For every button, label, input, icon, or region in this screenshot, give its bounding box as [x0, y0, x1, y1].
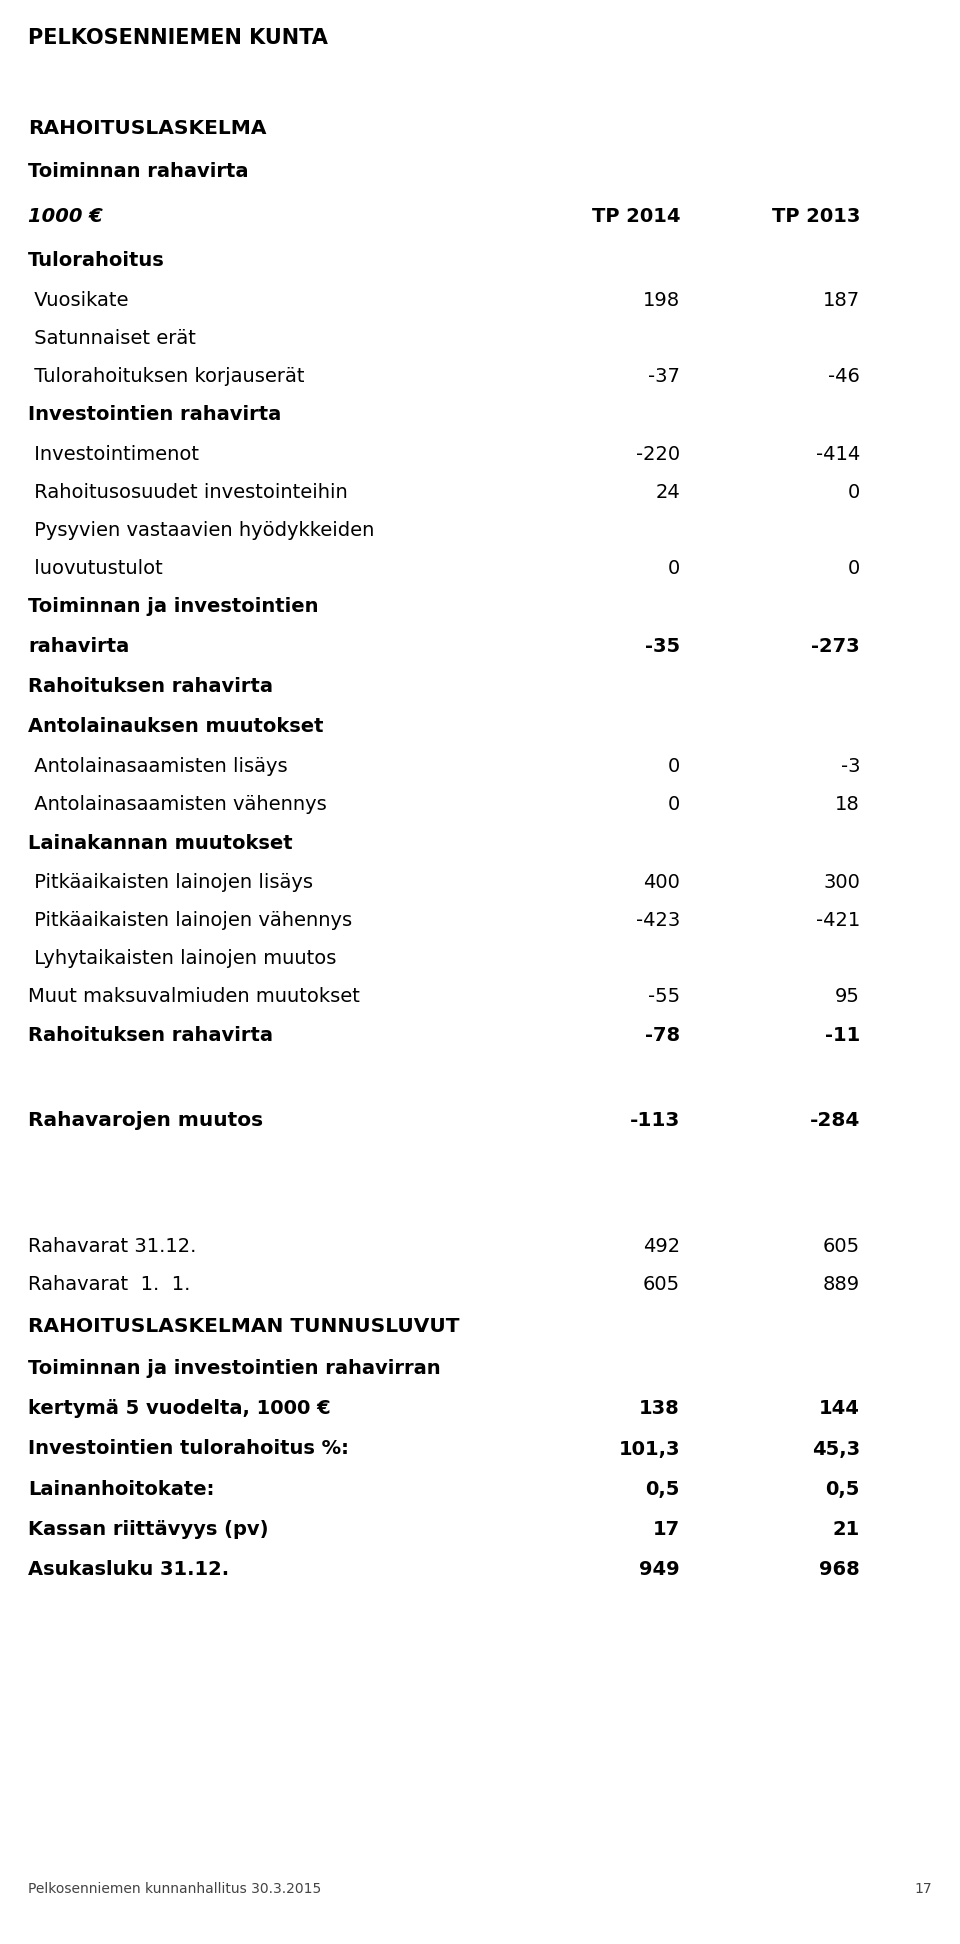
Text: Investointien rahavirta: Investointien rahavirta — [28, 406, 281, 424]
Text: Antolainauksen muutokset: Antolainauksen muutokset — [28, 717, 324, 737]
Text: -37: -37 — [648, 367, 680, 385]
Text: Satunnaiset erät: Satunnaiset erät — [28, 329, 196, 348]
Text: PELKOSENNIEMEN KUNTA: PELKOSENNIEMEN KUNTA — [28, 27, 328, 49]
Text: Lainakannan muutokset: Lainakannan muutokset — [28, 834, 293, 853]
Text: -423: -423 — [636, 910, 680, 929]
Text: 0: 0 — [668, 558, 680, 577]
Text: Pitkäaikaisten lainojen lisäys: Pitkäaikaisten lainojen lisäys — [28, 873, 313, 892]
Text: Toiminnan ja investointien rahavirran: Toiminnan ja investointien rahavirran — [28, 1359, 441, 1378]
Text: Antolainasaamisten vähennys: Antolainasaamisten vähennys — [28, 795, 326, 813]
Text: luovutustulot: luovutustulot — [28, 558, 163, 577]
Text: 24: 24 — [656, 482, 680, 502]
Text: Rahavarat 31.12.: Rahavarat 31.12. — [28, 1236, 197, 1256]
Text: 17: 17 — [914, 1882, 932, 1895]
Text: RAHOITUSLASKELMAN TUNNUSLUVUT: RAHOITUSLASKELMAN TUNNUSLUVUT — [28, 1316, 460, 1336]
Text: 300: 300 — [823, 873, 860, 892]
Text: -78: -78 — [645, 1026, 680, 1044]
Text: 1000 €: 1000 € — [28, 206, 103, 226]
Text: Investointimenot: Investointimenot — [28, 445, 199, 463]
Text: 0,5: 0,5 — [826, 1479, 860, 1499]
Text: 605: 605 — [823, 1236, 860, 1256]
Text: Rahoituksen rahavirta: Rahoituksen rahavirta — [28, 678, 273, 696]
Text: 0: 0 — [848, 482, 860, 502]
Text: 492: 492 — [643, 1236, 680, 1256]
Text: Muut maksuvalmiuden muutokset: Muut maksuvalmiuden muutokset — [28, 986, 360, 1005]
Text: 0: 0 — [668, 756, 680, 776]
Text: -35: -35 — [645, 638, 680, 657]
Text: Rahavarojen muutos: Rahavarojen muutos — [28, 1110, 263, 1129]
Text: -421: -421 — [816, 910, 860, 929]
Text: 17: 17 — [653, 1520, 680, 1538]
Text: -113: -113 — [630, 1110, 680, 1129]
Text: Vuosikate: Vuosikate — [28, 290, 129, 309]
Text: -273: -273 — [811, 638, 860, 657]
Text: Lyhytaikaisten lainojen muutos: Lyhytaikaisten lainojen muutos — [28, 949, 336, 968]
Text: 95: 95 — [835, 986, 860, 1005]
Text: 144: 144 — [819, 1400, 860, 1419]
Text: 889: 889 — [823, 1275, 860, 1293]
Text: -3: -3 — [841, 756, 860, 776]
Text: Tulorahoituksen korjauserät: Tulorahoituksen korjauserät — [28, 367, 304, 385]
Text: 0: 0 — [668, 795, 680, 813]
Text: Toiminnan rahavirta: Toiminnan rahavirta — [28, 161, 249, 181]
Text: Rahoituksen rahavirta: Rahoituksen rahavirta — [28, 1026, 273, 1044]
Text: 400: 400 — [643, 873, 680, 892]
Text: Rahoitusosuudet investointeihin: Rahoitusosuudet investointeihin — [28, 482, 348, 502]
Text: Pitkäaikaisten lainojen vähennys: Pitkäaikaisten lainojen vähennys — [28, 910, 352, 929]
Text: Investointien tulorahoitus %:: Investointien tulorahoitus %: — [28, 1439, 348, 1458]
Text: 0,5: 0,5 — [646, 1479, 680, 1499]
Text: 18: 18 — [835, 795, 860, 813]
Text: 187: 187 — [823, 290, 860, 309]
Text: kertymä 5 vuodelta, 1000 €: kertymä 5 vuodelta, 1000 € — [28, 1400, 330, 1419]
Text: 968: 968 — [819, 1559, 860, 1579]
Text: TP 2013: TP 2013 — [772, 206, 860, 226]
Text: 21: 21 — [832, 1520, 860, 1538]
Text: 138: 138 — [639, 1400, 680, 1419]
Text: -284: -284 — [809, 1110, 860, 1129]
Text: 45,3: 45,3 — [812, 1439, 860, 1458]
Text: Tulorahoitus: Tulorahoitus — [28, 251, 165, 270]
Text: -55: -55 — [648, 986, 680, 1005]
Text: 949: 949 — [639, 1559, 680, 1579]
Text: Toiminnan ja investointien: Toiminnan ja investointien — [28, 597, 319, 616]
Text: rahavirta: rahavirta — [28, 638, 130, 657]
Text: Asukasluku 31.12.: Asukasluku 31.12. — [28, 1559, 229, 1579]
Text: Lainanhoitokate:: Lainanhoitokate: — [28, 1479, 214, 1499]
Text: TP 2014: TP 2014 — [591, 206, 680, 226]
Text: RAHOITUSLASKELMA: RAHOITUSLASKELMA — [28, 119, 267, 138]
Text: Antolainasaamisten lisäys: Antolainasaamisten lisäys — [28, 756, 288, 776]
Text: Pelkosenniemen kunnanhallitus 30.3.2015: Pelkosenniemen kunnanhallitus 30.3.2015 — [28, 1882, 322, 1895]
Text: -46: -46 — [828, 367, 860, 385]
Text: Kassan riittävyys (pv): Kassan riittävyys (pv) — [28, 1520, 269, 1538]
Text: -11: -11 — [825, 1026, 860, 1044]
Text: 101,3: 101,3 — [618, 1439, 680, 1458]
Text: 605: 605 — [643, 1275, 680, 1293]
Text: Pysyvien vastaavien hyödykkeiden: Pysyvien vastaavien hyödykkeiden — [28, 521, 374, 540]
Text: 0: 0 — [848, 558, 860, 577]
Text: -414: -414 — [816, 445, 860, 463]
Text: -220: -220 — [636, 445, 680, 463]
Text: Rahavarat  1.  1.: Rahavarat 1. 1. — [28, 1275, 190, 1293]
Text: 198: 198 — [643, 290, 680, 309]
